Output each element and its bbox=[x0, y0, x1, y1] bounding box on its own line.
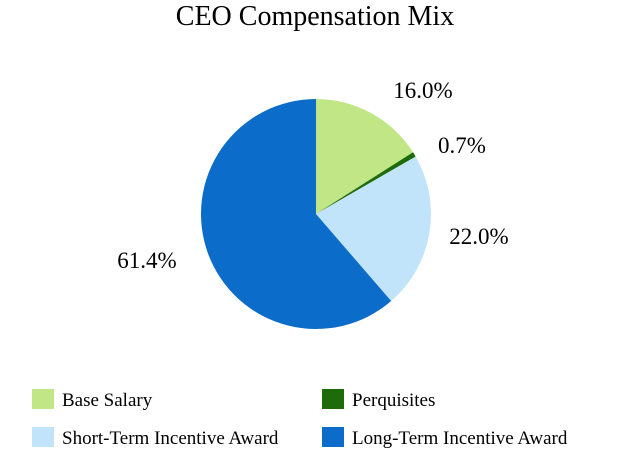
pie-slice-base-salary bbox=[316, 99, 414, 214]
legend-label-long-term-incentive-award: Long-Term Incentive Award bbox=[352, 428, 568, 449]
legend-swatch-long-term-incentive-award bbox=[322, 427, 344, 447]
legend-label-short-term-incentive-award: Short-Term Incentive Award bbox=[62, 428, 279, 449]
legend-swatch-short-term-incentive-award bbox=[32, 427, 54, 447]
legend: Base Salary Perquisites Short-Term Incenti… bbox=[32, 389, 568, 449]
legend-label-perquisites: Perquisites bbox=[352, 390, 435, 411]
data-labels: 16.0% 0.7% 22.0% 61.4% bbox=[117, 78, 508, 273]
data-label-long-term-incentive-award: 61.4% bbox=[117, 248, 176, 273]
pie-slice-short-term-incentive-award bbox=[316, 156, 431, 302]
legend-label-base-salary: Base Salary bbox=[62, 390, 153, 411]
pie-slice-perquisites bbox=[316, 152, 416, 214]
legend-swatch-perquisites bbox=[322, 389, 344, 409]
legend-swatch-base-salary bbox=[32, 389, 54, 409]
chart-title: CEO Compensation Mix bbox=[176, 1, 454, 32]
data-label-perquisites: 0.7% bbox=[438, 133, 486, 158]
data-label-short-term-incentive-award: 22.0% bbox=[449, 224, 508, 249]
data-label-base-salary: 16.0% bbox=[393, 78, 452, 103]
pie-slice-long-term-incentive-award bbox=[200, 99, 392, 329]
pie-slices bbox=[200, 99, 431, 329]
